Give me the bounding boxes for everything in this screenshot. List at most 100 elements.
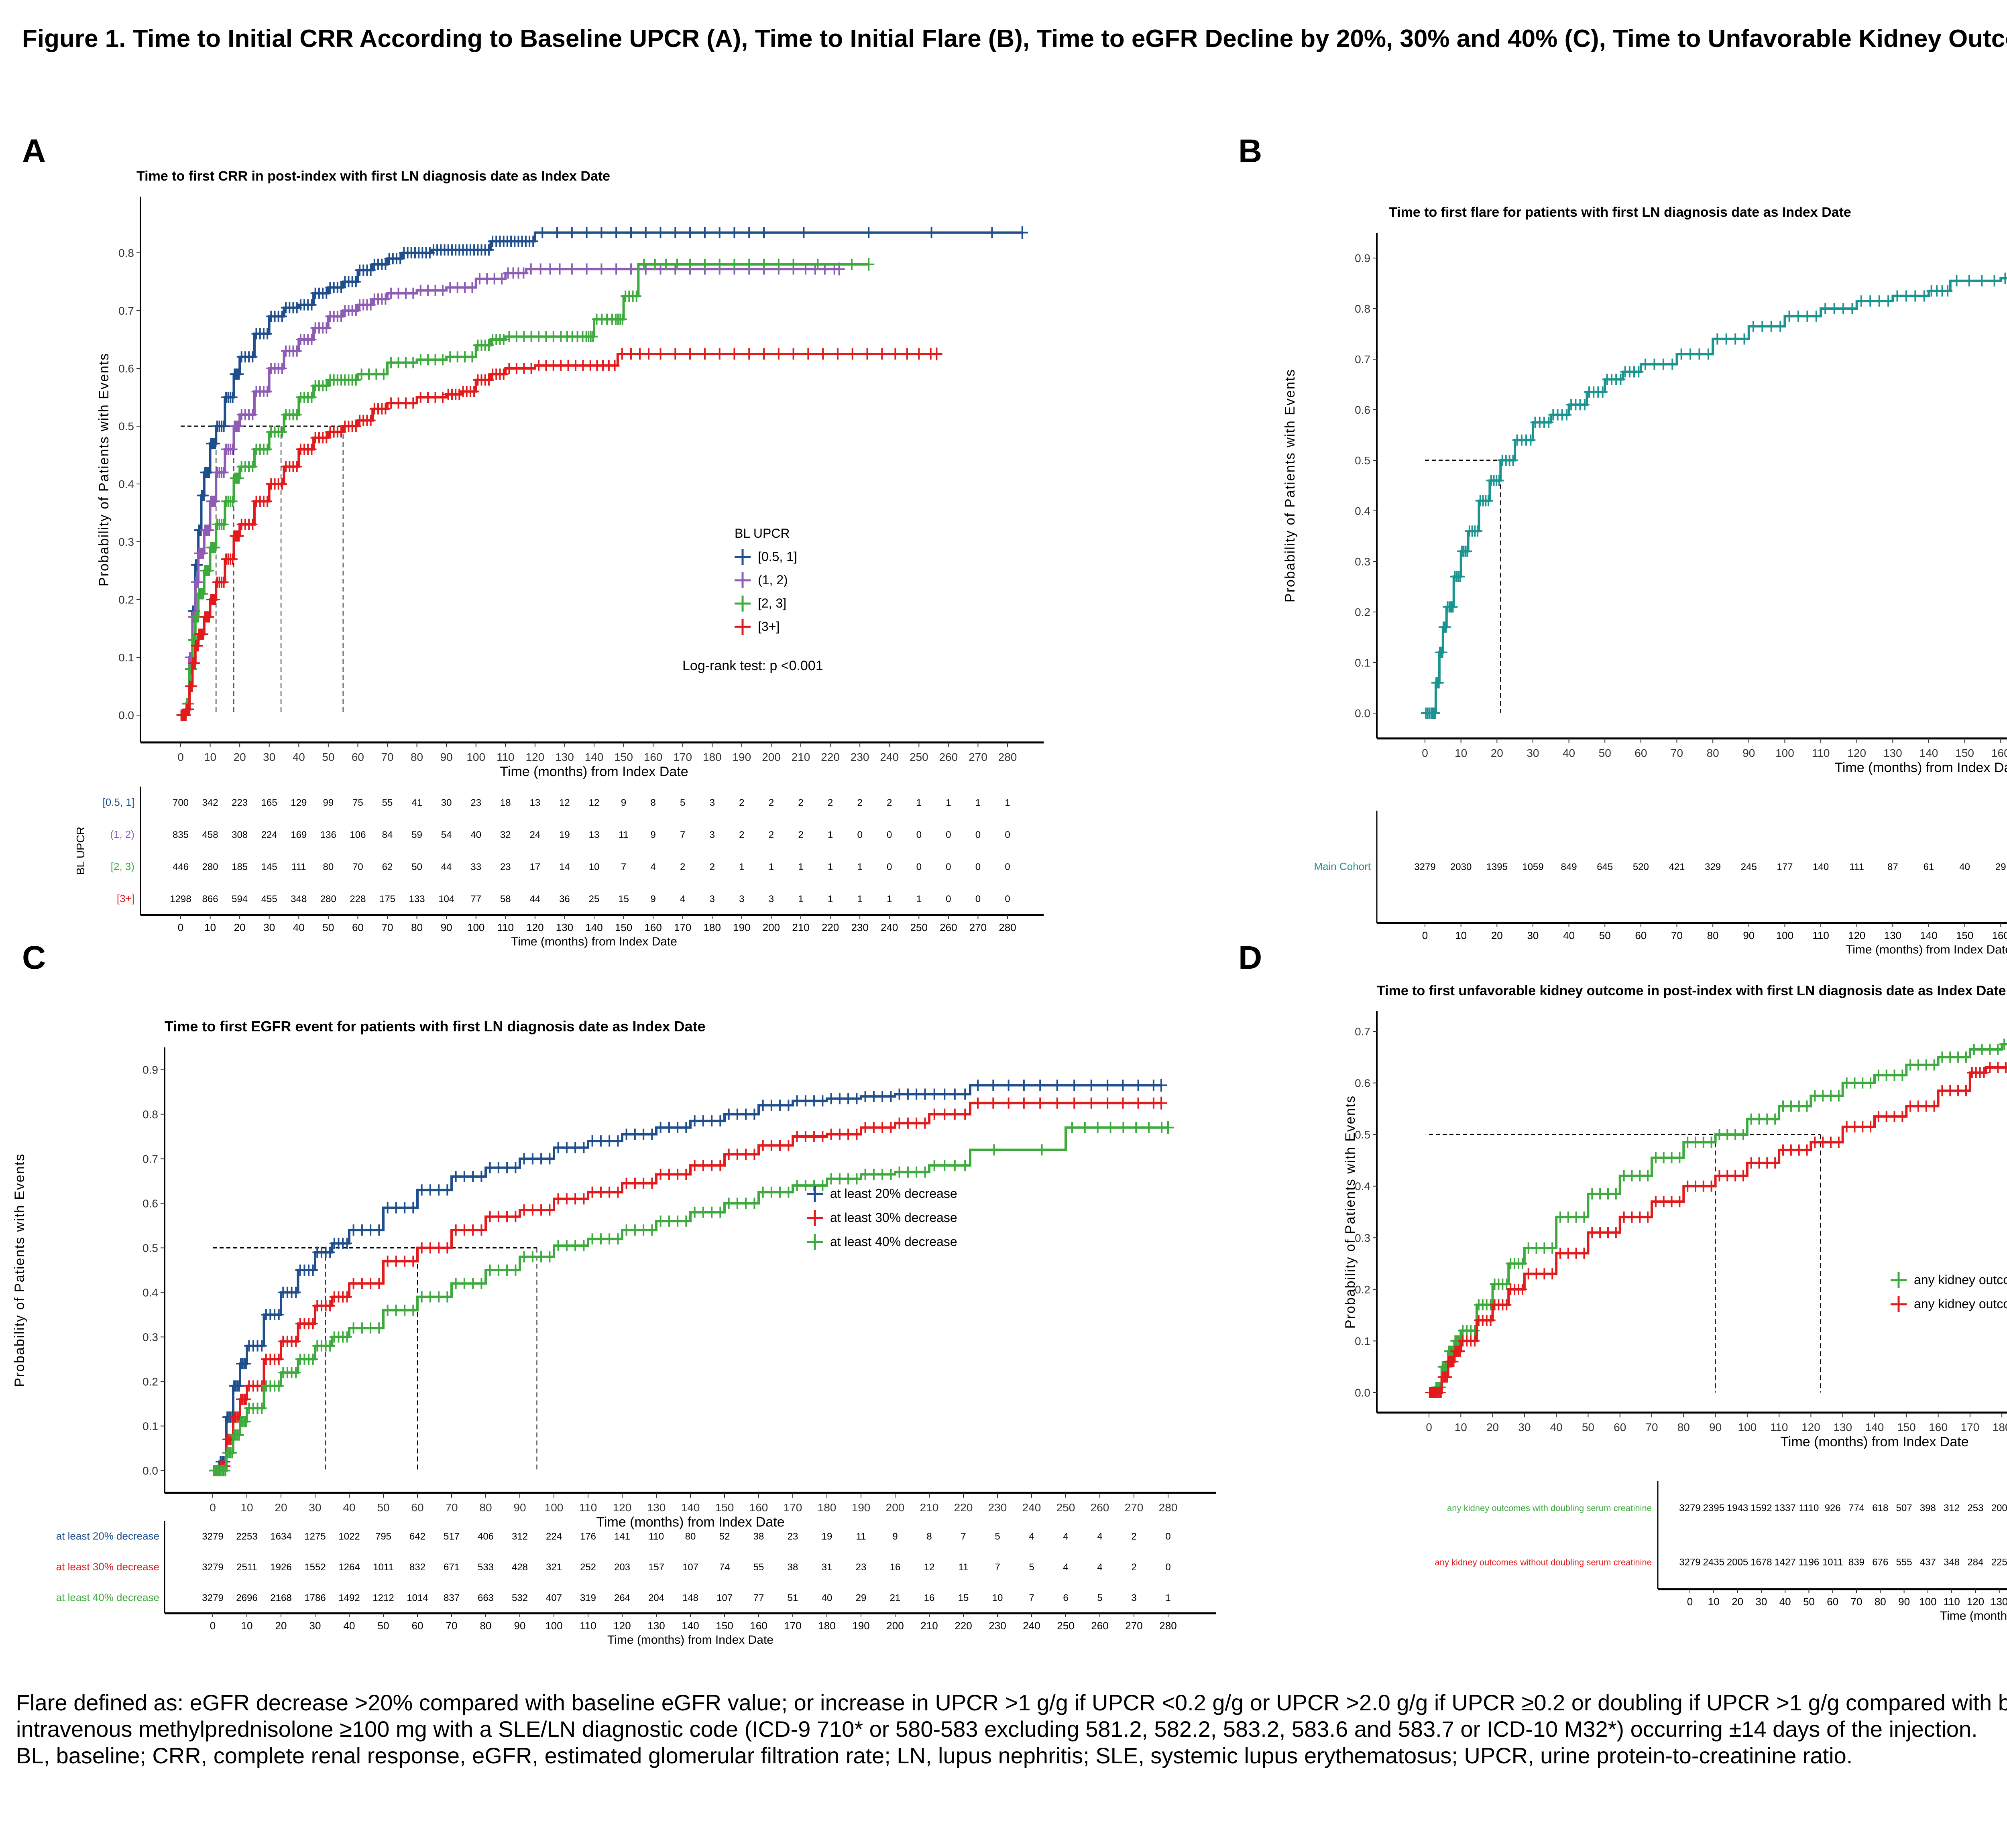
risk-table-count: 24	[530, 829, 541, 840]
censor-mark	[459, 1224, 469, 1236]
risk-table-count: 1	[1165, 1593, 1170, 1604]
risk-table-count: 3279	[202, 1593, 223, 1604]
censor-mark	[1979, 1067, 1989, 1078]
panel-label-b: B	[1238, 133, 1262, 169]
censor-mark	[502, 1211, 512, 1222]
chart-title: Time to first unfavorable kidney outcome…	[1377, 983, 2006, 998]
censor-mark	[626, 263, 636, 275]
risk-table-x-tick-label: 130	[556, 921, 573, 933]
risk-table-count: 16	[890, 1562, 901, 1573]
chart-panel-b: Time to first flare for patients with fi…	[1282, 205, 2007, 956]
risk-table-count: 203	[614, 1562, 630, 1573]
risk-table-x-tick-label: 10	[204, 921, 216, 933]
censor-mark	[219, 518, 229, 530]
risk-table-count: 7	[621, 862, 626, 872]
legend-label: [0.5, 1]	[758, 549, 797, 564]
y-tick-label: 0.7	[1355, 353, 1370, 366]
risk-table-count: 4	[1063, 1562, 1068, 1573]
censor-mark	[1470, 1335, 1480, 1347]
x-tick-label: 30	[309, 1501, 321, 1514]
risk-table-count: 0	[946, 894, 951, 905]
censor-mark	[570, 1240, 580, 1251]
censor-mark	[545, 263, 555, 275]
censor-mark	[484, 340, 494, 351]
censor-mark	[698, 1206, 708, 1218]
censor-mark	[467, 351, 477, 363]
risk-table-count: 3279	[1679, 1557, 1700, 1568]
risk-table-count: 2005	[1727, 1557, 1748, 1568]
risk-table-count: 1	[887, 894, 892, 905]
censor-mark	[596, 263, 607, 275]
censor-mark	[1866, 1121, 1876, 1132]
x-tick-label: 0	[177, 751, 184, 763]
censor-mark	[308, 1354, 318, 1365]
censor-mark	[1757, 321, 1767, 332]
risk-table-count: 52	[719, 1531, 730, 1542]
censor-mark	[973, 1080, 983, 1091]
censor-mark	[451, 1224, 461, 1236]
censor-mark	[890, 348, 900, 360]
risk-table-count: 1786	[304, 1593, 326, 1604]
risk-table-count: 312	[512, 1531, 528, 1542]
censor-mark	[291, 1287, 301, 1298]
censor-mark	[809, 1131, 819, 1142]
x-tick-label: 190	[852, 1501, 871, 1514]
censor-mark	[818, 1095, 828, 1107]
censor-mark	[929, 1088, 939, 1100]
censor-mark	[292, 345, 302, 357]
risk-table-count: 2511	[236, 1562, 257, 1573]
risk-table-count: 517	[444, 1531, 460, 1542]
x-tick-label: 200	[762, 751, 781, 763]
risk-table-count: 0	[857, 829, 862, 840]
censor-mark	[775, 1140, 785, 1151]
censor-mark	[1706, 1180, 1716, 1192]
risk-table-x-tick-label: 80	[480, 1620, 492, 1632]
legend-item: (1, 2)	[735, 572, 788, 588]
censor-mark	[1547, 1268, 1557, 1280]
x-tick-label: 50	[1599, 747, 1611, 759]
censor-mark	[673, 1215, 683, 1227]
x-tick-label: 0	[1422, 747, 1428, 759]
risk-table-x-tick-label: 130	[647, 1620, 665, 1632]
risk-table-count: 3	[710, 894, 715, 905]
censor-mark	[1517, 1258, 1527, 1269]
y-tick-label: 0.2	[142, 1376, 158, 1388]
censor-mark	[1579, 1211, 1589, 1223]
risk-table-count: 264	[614, 1593, 630, 1604]
chart-title: Time to first EGFR event for patients wi…	[165, 1018, 706, 1035]
censor-mark	[1865, 295, 1875, 307]
censor-mark	[655, 1215, 666, 1227]
censor-mark	[366, 1278, 376, 1289]
censor-mark	[366, 415, 376, 426]
censor-mark	[1874, 295, 1884, 307]
x-tick-label: 150	[1955, 747, 1974, 759]
censor-mark	[903, 1088, 913, 1100]
risk-table-count: 642	[409, 1531, 425, 1542]
censor-mark	[799, 227, 809, 238]
censor-mark	[1738, 1170, 1748, 1181]
x-tick-label: 170	[673, 751, 692, 763]
risk-table-count: 55	[382, 797, 393, 808]
censor-mark	[647, 1177, 657, 1189]
censor-mark	[307, 299, 317, 311]
risk-table-count: 80	[323, 862, 334, 872]
x-tick-label: 30	[263, 751, 275, 763]
censor-mark	[181, 710, 191, 721]
x-tick-label: 140	[1919, 747, 1938, 759]
censor-mark	[438, 354, 448, 366]
x-tick-label: 210	[920, 1501, 939, 1514]
risk-table-count: 169	[291, 829, 307, 840]
censor-mark	[1455, 571, 1465, 582]
censor-mark	[1802, 310, 1812, 322]
risk-table-count: 12	[559, 797, 570, 808]
y-tick-label: 0.1	[1355, 1335, 1370, 1347]
censor-mark	[940, 1108, 950, 1120]
y-axis-title: Probability of Patients with Events	[1343, 1095, 1358, 1329]
x-tick-label: 20	[275, 1501, 287, 1514]
x-tick-label: 180	[703, 751, 722, 763]
risk-table-row-label: [2, 3)	[111, 860, 134, 872]
footnote: Flare defined as: eGFR decrease >20% com…	[16, 1689, 2007, 1769]
y-tick-label: 0.6	[118, 362, 134, 375]
x-tick-label: 20	[234, 751, 246, 763]
risk-table-count: 3	[710, 797, 715, 808]
